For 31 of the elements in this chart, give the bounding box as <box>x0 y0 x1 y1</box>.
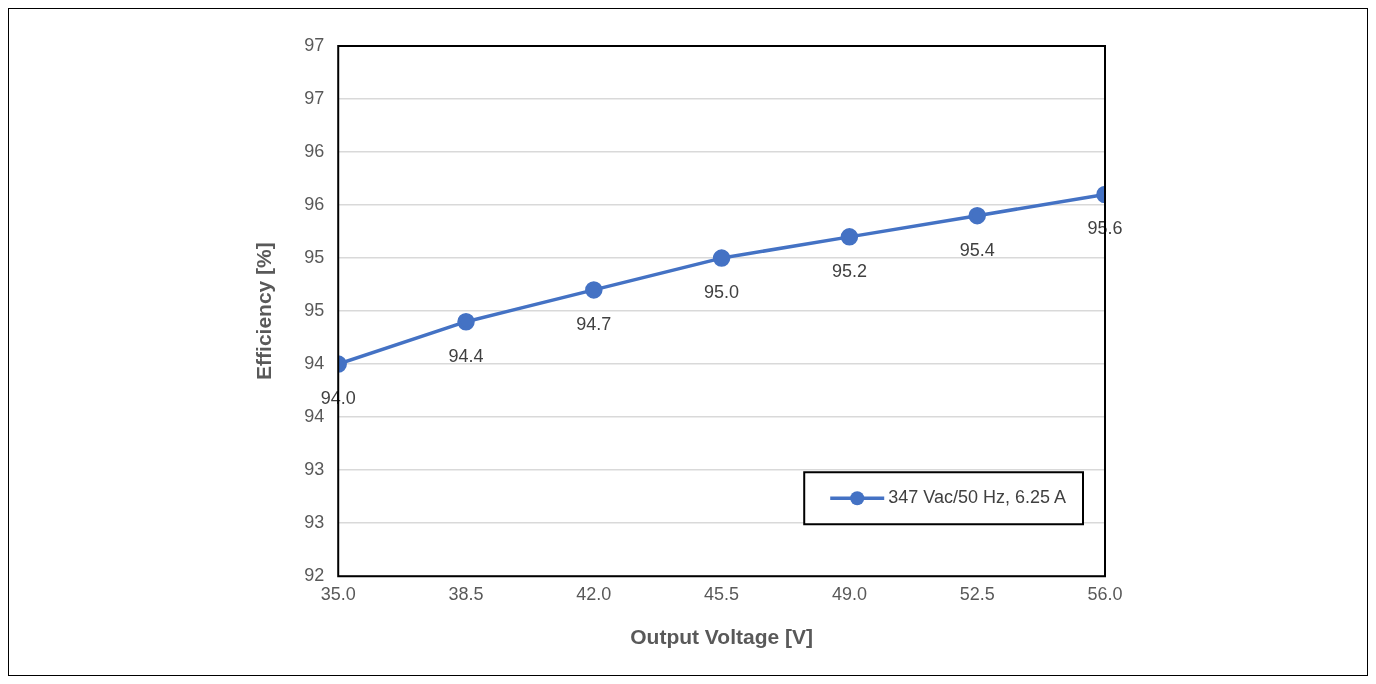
y-tick-label: 94 <box>304 353 325 374</box>
y-tick-label: 96 <box>304 194 325 215</box>
data-label: 94.4 <box>448 345 484 366</box>
point <box>457 312 475 331</box>
point <box>712 249 731 267</box>
x-tick-label: 35.0 <box>320 583 356 604</box>
y-tick-label: 97 <box>304 87 325 108</box>
x-axis-title: Output Voltage [V] <box>630 625 813 649</box>
data-label: 95.0 <box>704 282 740 303</box>
x-tick-label: 42.0 <box>576 583 612 604</box>
y-tick-label: 93 <box>304 512 325 533</box>
data-label: 94.7 <box>576 313 612 334</box>
x-tick-label: 52.5 <box>959 583 995 604</box>
y-tick-label: 93 <box>304 459 325 480</box>
data-label: 95.4 <box>959 239 995 260</box>
x-tick-label: 49.0 <box>831 583 867 604</box>
y-axis-title: Efficiency [%] <box>252 242 276 380</box>
y-tick-label: 95 <box>304 300 325 321</box>
y-tick-label: 97 <box>304 34 325 55</box>
x-tick-label: 45.5 <box>704 583 740 604</box>
legend-label: 347 Vac/50 Hz, 6.25 A <box>888 487 1067 508</box>
y-tick-label: 94 <box>304 406 325 427</box>
y-tick-label: 96 <box>304 141 325 162</box>
y-tick-label: 92 <box>304 565 325 586</box>
point <box>840 228 859 246</box>
data-label: 95.2 <box>831 260 867 281</box>
x-tick-label: 56.0 <box>1087 583 1123 604</box>
y-tick-label: 95 <box>304 247 325 268</box>
point <box>585 281 603 299</box>
point <box>968 206 986 225</box>
x-tick-label: 38.5 <box>448 583 484 604</box>
